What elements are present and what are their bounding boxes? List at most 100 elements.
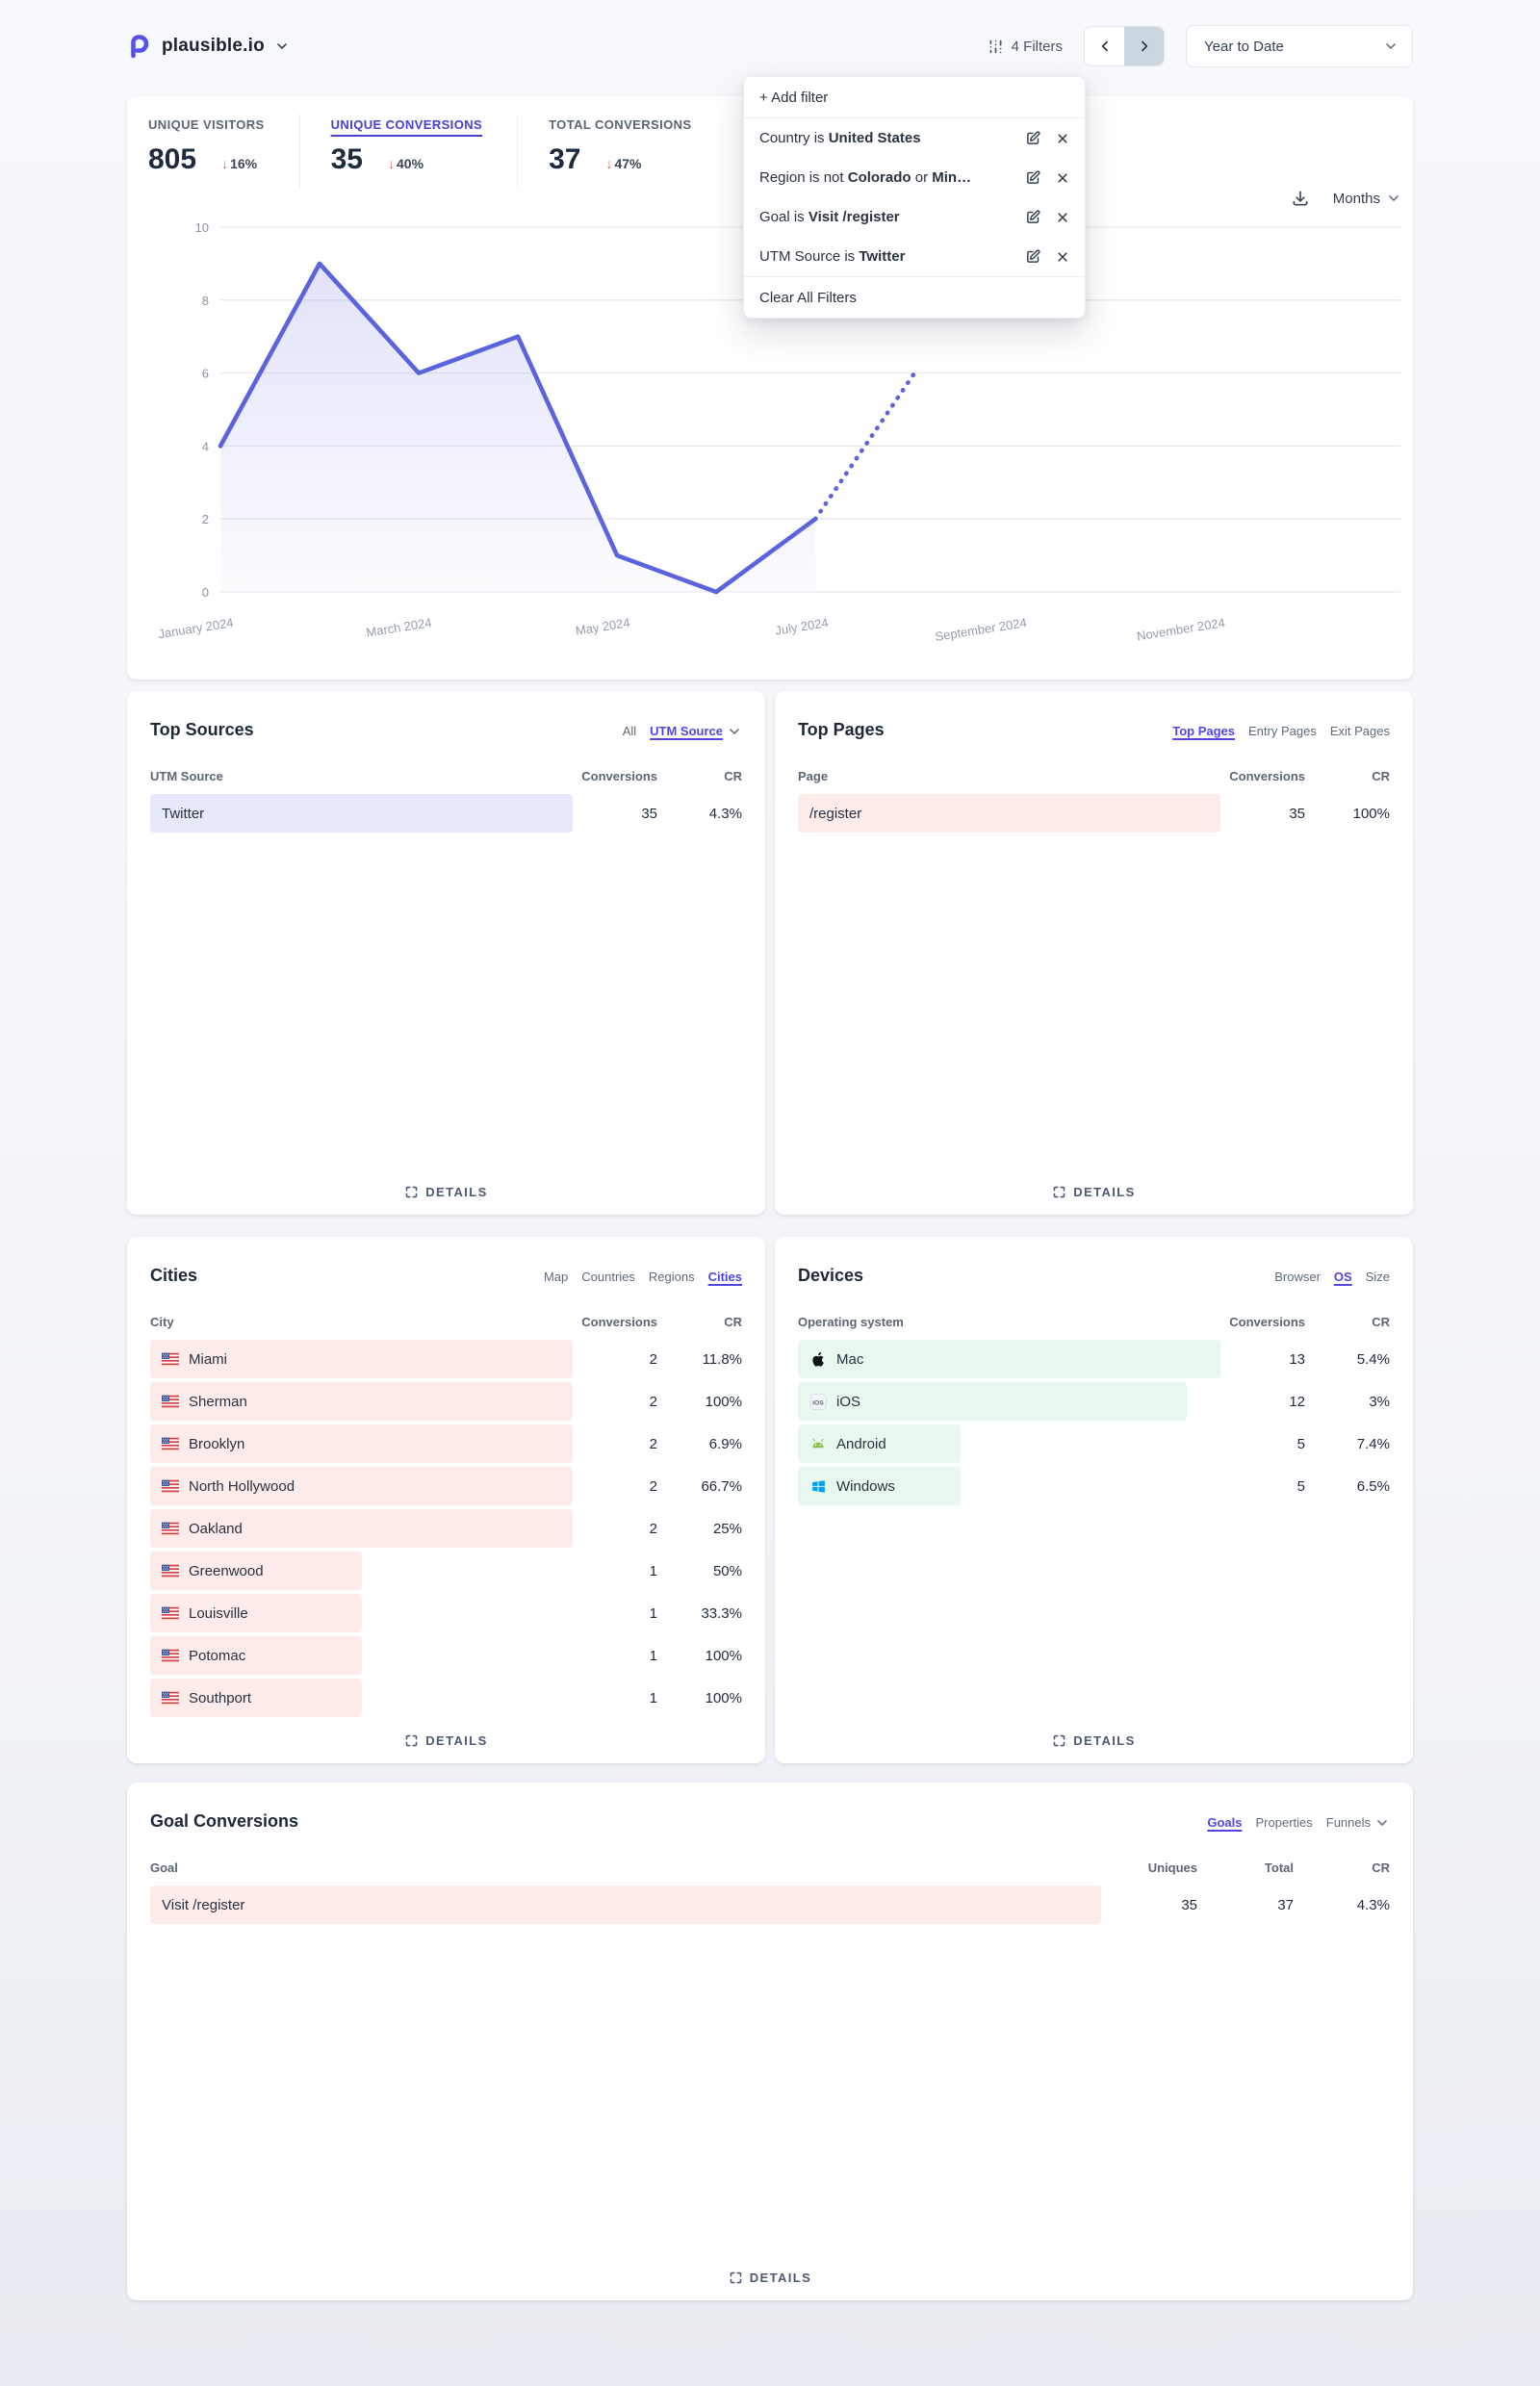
row-value: 4.3% xyxy=(708,805,742,822)
top-stats: UNIQUE VISITORS 805 ↓ 16% UNIQUE CONVERSI… xyxy=(127,96,1413,190)
table-row[interactable]: North Hollywood 2 66.7% xyxy=(150,1467,742,1505)
row-label: Miami xyxy=(150,1350,573,1368)
plausible-logo-icon xyxy=(127,34,152,59)
us-flag-icon xyxy=(162,1562,179,1579)
table-row[interactable]: Miami 2 11.8% xyxy=(150,1340,742,1378)
details-button[interactable]: DETAILS xyxy=(127,1733,765,1748)
clear-all-filters-menu-item[interactable]: Clear All Filters xyxy=(744,277,1085,318)
row-value: 35 xyxy=(1289,805,1305,822)
edit-filter-icon[interactable] xyxy=(1025,130,1041,146)
details-button[interactable]: DETAILS xyxy=(775,1185,1413,1199)
table-row[interactable]: Greenwood 1 50% xyxy=(150,1552,742,1590)
table-row[interactable]: Brooklyn 2 6.9% xyxy=(150,1424,742,1463)
previous-period-button[interactable] xyxy=(1085,27,1124,65)
tab-size[interactable]: Size xyxy=(1365,1270,1390,1284)
table-rows: Visit /register 35 37 4.3% xyxy=(150,1886,1390,1924)
tab-goals[interactable]: Goals xyxy=(1207,1815,1243,1830)
stat-total-conversions[interactable]: TOTAL CONVERSIONS 37 ↓ 47% xyxy=(518,114,726,190)
column-header: Conversions xyxy=(581,1315,657,1329)
us-flag-icon xyxy=(162,1435,179,1452)
row-value: 1 xyxy=(649,1562,657,1579)
filter-menu-item[interactable]: Region is not Colorado or Min… xyxy=(744,158,1085,197)
stat-change: ↓ 16% xyxy=(221,156,258,171)
filters-button[interactable]: 4 Filters xyxy=(988,38,1063,55)
tab-regions[interactable]: Regions xyxy=(648,1270,695,1284)
row-value: 6.9% xyxy=(708,1435,742,1452)
svg-text:10: 10 xyxy=(195,220,209,235)
table-row[interactable]: /register 35 100% xyxy=(798,794,1390,833)
table-row[interactable]: Oakland 2 25% xyxy=(150,1509,742,1548)
stat-unique-visitors[interactable]: UNIQUE VISITORS 805 ↓ 16% xyxy=(127,114,300,190)
row-value: 37 xyxy=(1277,1896,1294,1913)
svg-text:March 2024: March 2024 xyxy=(365,615,432,640)
tab-browser[interactable]: Browser xyxy=(1274,1270,1321,1284)
remove-filter-icon[interactable] xyxy=(1056,171,1069,185)
row-label: Brooklyn xyxy=(150,1435,573,1452)
tab-properties[interactable]: Properties xyxy=(1255,1815,1313,1830)
next-period-button[interactable] xyxy=(1124,27,1164,65)
stat-change: ↓ 47% xyxy=(605,156,642,171)
tab-top-pages[interactable]: Top Pages xyxy=(1172,724,1236,738)
remove-filter-icon[interactable] xyxy=(1056,132,1069,145)
ios-icon: iOS xyxy=(809,1393,827,1410)
row-value: 4.3% xyxy=(1356,1896,1390,1913)
tab-entry-pages[interactable]: Entry Pages xyxy=(1248,724,1317,738)
stat-unique-conversions[interactable]: UNIQUE CONVERSIONS 35 ↓ 40% xyxy=(300,114,519,190)
table-row[interactable]: Southport 1 100% xyxy=(150,1679,742,1717)
filter-menu-item[interactable]: UTM Source is Twitter xyxy=(744,237,1085,276)
filter-menu-item[interactable]: Goal is Visit /register xyxy=(744,197,1085,237)
table-row[interactable]: Mac 13 5.4% xyxy=(798,1340,1390,1378)
table-row[interactable]: Potomac 1 100% xyxy=(150,1636,742,1675)
tab-os[interactable]: OS xyxy=(1333,1270,1352,1284)
table-row[interactable]: Windows 5 6.5% xyxy=(798,1467,1390,1505)
stat-change: ↓ 40% xyxy=(388,156,424,171)
table-row[interactable]: Visit /register 35 37 4.3% xyxy=(150,1886,1390,1924)
us-flag-icon xyxy=(162,1350,179,1368)
tab-exit-pages[interactable]: Exit Pages xyxy=(1329,724,1390,738)
row-value: 3% xyxy=(1369,1393,1390,1410)
bar-fill xyxy=(150,794,573,833)
table-row[interactable]: Twitter 35 4.3% xyxy=(150,794,742,833)
table-row[interactable]: Android 5 7.4% xyxy=(798,1424,1390,1463)
table-row[interactable]: Sherman 2 100% xyxy=(150,1382,742,1421)
details-button[interactable]: DETAILS xyxy=(127,1185,765,1199)
row-value: 100% xyxy=(705,1393,742,1410)
date-range-select[interactable]: Year to Date xyxy=(1186,25,1413,67)
conversions-line-chart[interactable]: 0 2 4 6 8 10 January 2024 March 2024 May 2024 Jul… xyxy=(127,192,1413,660)
filter-text: Region is not Colorado or Min… xyxy=(759,169,972,186)
column-header: CR xyxy=(1372,1315,1390,1329)
edit-filter-icon[interactable] xyxy=(1025,248,1041,265)
add-filter-menu-item[interactable]: + Add filter xyxy=(744,77,1085,117)
edit-filter-icon[interactable] xyxy=(1025,209,1041,225)
tab-all[interactable]: All xyxy=(622,724,637,738)
date-range-value: Year to Date xyxy=(1204,38,1284,55)
row-value: 100% xyxy=(1352,805,1390,822)
panel-tabs: Goals Properties Funnels xyxy=(1207,1815,1390,1831)
remove-filter-icon[interactable] xyxy=(1056,211,1069,224)
bar-fill xyxy=(150,1509,573,1548)
column-header: Conversions xyxy=(581,769,657,783)
tab-cities[interactable]: Cities xyxy=(707,1270,742,1284)
bar-fill xyxy=(798,1467,961,1505)
tab-countries[interactable]: Countries xyxy=(581,1270,635,1284)
column-header: Operating system xyxy=(798,1315,904,1329)
site-switcher[interactable]: plausible.io xyxy=(127,34,290,59)
details-button[interactable]: DETAILS xyxy=(127,2271,1413,2285)
tab-map[interactable]: Map xyxy=(543,1270,569,1284)
chart-interval-select[interactable]: Months xyxy=(1333,191,1401,207)
filter-menu-item[interactable]: Country is United States xyxy=(744,118,1085,158)
remove-filter-icon[interactable] xyxy=(1056,250,1069,264)
panel-tabs: All UTM Source xyxy=(623,724,742,739)
table-rows: /register 35 100% xyxy=(798,794,1390,833)
table-row[interactable]: Louisville 1 33.3% xyxy=(150,1594,742,1632)
details-button[interactable]: DETAILS xyxy=(775,1733,1413,1748)
table-row[interactable]: iOS iOS 12 3% xyxy=(798,1382,1390,1421)
edit-filter-icon[interactable] xyxy=(1025,169,1041,186)
tab-utm-source[interactable]: UTM Source xyxy=(650,724,742,739)
stat-value: 35 xyxy=(330,143,363,175)
tab-funnels[interactable]: Funnels xyxy=(1326,1815,1390,1831)
row-value: 66.7% xyxy=(701,1477,742,1495)
row-value: 6.5% xyxy=(1356,1477,1390,1495)
download-export-icon[interactable] xyxy=(1291,189,1310,208)
stat-label: UNIQUE VISITORS xyxy=(148,117,265,132)
